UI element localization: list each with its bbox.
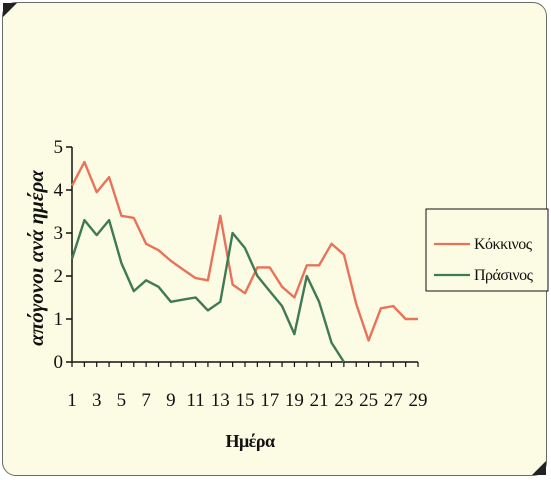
- y-tick-label: 5: [54, 137, 64, 158]
- x-tick-label: 19: [285, 390, 304, 411]
- x-tick-label: 15: [236, 390, 255, 411]
- series-line-kokkinos: [70, 160, 418, 342]
- x-tick-label: 3: [92, 390, 102, 411]
- legend-box: [425, 208, 549, 292]
- x-tick-label: 1: [67, 390, 77, 411]
- x-tick-label: 13: [211, 390, 230, 411]
- x-tick-label: 11: [186, 390, 204, 411]
- series-lines: [70, 160, 418, 363]
- y-tick-label: 3: [54, 223, 64, 244]
- x-tick-label: 5: [117, 390, 127, 411]
- x-tick-label: 7: [141, 390, 151, 411]
- x-tick-label: 27: [384, 390, 403, 411]
- y-ticks: 0 1 2 3 4 5: [54, 137, 72, 373]
- y-tick-label: 0: [54, 352, 64, 373]
- x-tick-label: 17: [260, 390, 279, 411]
- legend: Κόκκινος Πράσινος: [425, 208, 549, 292]
- y-tick-label: 1: [54, 309, 64, 330]
- x-tick-label: 29: [409, 390, 428, 411]
- series-line-prasinos: [70, 218, 345, 363]
- legend-label-prasinos: Πράσινος: [474, 267, 534, 284]
- y-tick-label: 4: [54, 180, 64, 201]
- x-axis-label: Ημέρα: [225, 431, 275, 451]
- x-tick-label: 23: [334, 390, 353, 411]
- x-tick-label: 25: [359, 390, 378, 411]
- y-tick-label: 2: [54, 266, 64, 287]
- legend-label-kokkinos: Κόκκινος: [474, 236, 533, 253]
- x-ticks: 1 3 5 7 9 11 13 15 17 19 21 23 25 27 29: [67, 362, 428, 411]
- y-axis-label: απόγονοι ανά ημέρα: [24, 170, 48, 346]
- x-tick-label: 9: [166, 390, 176, 411]
- x-tick-label: 21: [310, 390, 329, 411]
